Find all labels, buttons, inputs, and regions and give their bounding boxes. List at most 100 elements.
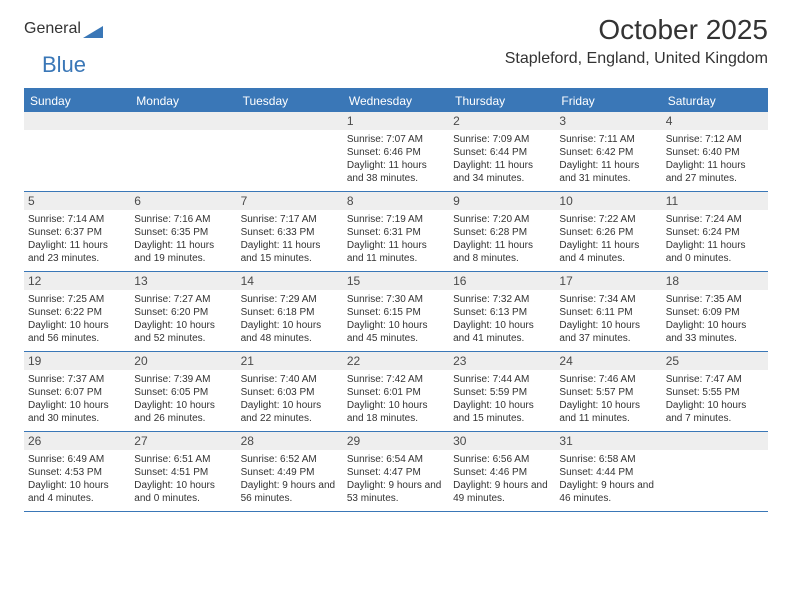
daylight-line: Daylight: 10 hours and 15 minutes.	[453, 399, 551, 425]
daylight-line: Daylight: 11 hours and 23 minutes.	[28, 239, 126, 265]
sunset-line: Sunset: 6:18 PM	[241, 306, 339, 319]
daylight-line: Daylight: 11 hours and 31 minutes.	[559, 159, 657, 185]
sunset-line: Sunset: 4:51 PM	[134, 466, 232, 479]
day-number: 18	[662, 272, 768, 290]
day-number: 8	[343, 192, 449, 210]
daylight-line: Daylight: 10 hours and 30 minutes.	[28, 399, 126, 425]
week-row: 12Sunrise: 7:25 AMSunset: 6:22 PMDayligh…	[24, 272, 768, 352]
sunset-line: Sunset: 5:59 PM	[453, 386, 551, 399]
day-number: 19	[24, 352, 130, 370]
sunrise-line: Sunrise: 7:22 AM	[559, 213, 657, 226]
day-cell	[24, 112, 130, 191]
sunrise-line: Sunrise: 7:44 AM	[453, 373, 551, 386]
day-cell: 2Sunrise: 7:09 AMSunset: 6:44 PMDaylight…	[449, 112, 555, 191]
day-cell	[662, 432, 768, 511]
day-number: 16	[449, 272, 555, 290]
day-cell: 22Sunrise: 7:42 AMSunset: 6:01 PMDayligh…	[343, 352, 449, 431]
daylight-line: Daylight: 10 hours and 52 minutes.	[134, 319, 232, 345]
daylight-line: Daylight: 11 hours and 15 minutes.	[241, 239, 339, 265]
daylight-line: Daylight: 10 hours and 22 minutes.	[241, 399, 339, 425]
weekday-header: Friday	[555, 90, 661, 112]
sunrise-line: Sunrise: 7:20 AM	[453, 213, 551, 226]
day-cell: 30Sunrise: 6:56 AMSunset: 4:46 PMDayligh…	[449, 432, 555, 511]
daylight-line: Daylight: 11 hours and 4 minutes.	[559, 239, 657, 265]
day-number: 21	[237, 352, 343, 370]
sunrise-line: Sunrise: 7:07 AM	[347, 133, 445, 146]
sunset-line: Sunset: 4:44 PM	[559, 466, 657, 479]
day-number: 13	[130, 272, 236, 290]
sunrise-line: Sunrise: 7:12 AM	[666, 133, 764, 146]
day-cell	[237, 112, 343, 191]
sunset-line: Sunset: 6:13 PM	[453, 306, 551, 319]
sunrise-line: Sunrise: 7:11 AM	[559, 133, 657, 146]
sunrise-line: Sunrise: 7:29 AM	[241, 293, 339, 306]
daylight-line: Daylight: 10 hours and 45 minutes.	[347, 319, 445, 345]
day-number: 11	[662, 192, 768, 210]
sunset-line: Sunset: 5:55 PM	[666, 386, 764, 399]
sunset-line: Sunset: 6:07 PM	[28, 386, 126, 399]
sunset-line: Sunset: 6:11 PM	[559, 306, 657, 319]
day-cell: 23Sunrise: 7:44 AMSunset: 5:59 PMDayligh…	[449, 352, 555, 431]
day-number: 9	[449, 192, 555, 210]
day-number: 31	[555, 432, 661, 450]
day-number: 17	[555, 272, 661, 290]
day-cell: 5Sunrise: 7:14 AMSunset: 6:37 PMDaylight…	[24, 192, 130, 271]
sunset-line: Sunset: 4:53 PM	[28, 466, 126, 479]
sunset-line: Sunset: 6:05 PM	[134, 386, 232, 399]
sunrise-line: Sunrise: 7:27 AM	[134, 293, 232, 306]
day-cell: 29Sunrise: 6:54 AMSunset: 4:47 PMDayligh…	[343, 432, 449, 511]
daylight-line: Daylight: 10 hours and 48 minutes.	[241, 319, 339, 345]
day-number: 1	[343, 112, 449, 130]
sunrise-line: Sunrise: 6:52 AM	[241, 453, 339, 466]
weekday-header: Wednesday	[343, 90, 449, 112]
day-cell: 6Sunrise: 7:16 AMSunset: 6:35 PMDaylight…	[130, 192, 236, 271]
sunset-line: Sunset: 6:26 PM	[559, 226, 657, 239]
day-number: 6	[130, 192, 236, 210]
sunrise-line: Sunrise: 7:09 AM	[453, 133, 551, 146]
weekday-header: Tuesday	[237, 90, 343, 112]
day-number: 20	[130, 352, 236, 370]
daylight-line: Daylight: 11 hours and 11 minutes.	[347, 239, 445, 265]
daylight-line: Daylight: 10 hours and 26 minutes.	[134, 399, 232, 425]
sunrise-line: Sunrise: 7:34 AM	[559, 293, 657, 306]
day-number: 22	[343, 352, 449, 370]
day-number-empty	[662, 432, 768, 450]
weekday-header: Saturday	[662, 90, 768, 112]
location-text: Stapleford, England, United Kingdom	[505, 50, 768, 68]
sunset-line: Sunset: 4:47 PM	[347, 466, 445, 479]
daylight-line: Daylight: 10 hours and 7 minutes.	[666, 399, 764, 425]
daylight-line: Daylight: 11 hours and 38 minutes.	[347, 159, 445, 185]
sunset-line: Sunset: 5:57 PM	[559, 386, 657, 399]
sunrise-line: Sunrise: 7:17 AM	[241, 213, 339, 226]
daylight-line: Daylight: 9 hours and 56 minutes.	[241, 479, 339, 505]
day-number-empty	[130, 112, 236, 130]
sunrise-line: Sunrise: 6:51 AM	[134, 453, 232, 466]
day-cell: 1 Sunrise: 7:07 AMSunset: 6:46 PMDaylight…	[343, 112, 449, 191]
week-row: 19Sunrise: 7:37 AMSunset: 6:07 PMDayligh…	[24, 352, 768, 432]
day-cell: 20 Sunrise: 7:39 AMSunset: 6:05 PMDayligh…	[130, 352, 236, 431]
day-cell: 21Sunrise: 7:40 AMSunset: 6:03 PMDayligh…	[237, 352, 343, 431]
day-cell: 10Sunrise: 7:22 AMSunset: 6:26 PMDayligh…	[555, 192, 661, 271]
page-title: October 2025	[505, 14, 768, 46]
day-cell: 18Sunrise: 7:35 AMSunset: 6:09 PMDayligh…	[662, 272, 768, 351]
sunrise-line: Sunrise: 7:25 AM	[28, 293, 126, 306]
day-number: 27	[130, 432, 236, 450]
sunset-line: Sunset: 6:46 PM	[347, 146, 445, 159]
sunrise-line: Sunrise: 6:58 AM	[559, 453, 657, 466]
sunset-line: Sunset: 6:40 PM	[666, 146, 764, 159]
day-number: 28	[237, 432, 343, 450]
day-cell: 28Sunrise: 6:52 AMSunset: 4:49 PMDayligh…	[237, 432, 343, 511]
sunset-line: Sunset: 6:42 PM	[559, 146, 657, 159]
day-cell: 13Sunrise: 7:27 AMSunset: 6:20 PMDayligh…	[130, 272, 236, 351]
daylight-line: Daylight: 10 hours and 37 minutes.	[559, 319, 657, 345]
day-cell: 27 Sunrise: 6:51 AMSunset: 4:51 PMDayligh…	[130, 432, 236, 511]
sunrise-line: Sunrise: 7:35 AM	[666, 293, 764, 306]
day-number: 29	[343, 432, 449, 450]
day-number: 5	[24, 192, 130, 210]
day-cell: 12Sunrise: 7:25 AMSunset: 6:22 PMDayligh…	[24, 272, 130, 351]
day-number: 26	[24, 432, 130, 450]
sunrise-line: Sunrise: 7:39 AM	[134, 373, 232, 386]
daylight-line: Daylight: 10 hours and 0 minutes.	[134, 479, 232, 505]
sunrise-line: Sunrise: 6:56 AM	[453, 453, 551, 466]
day-cell: 26Sunrise: 6:49 AMSunset: 4:53 PMDayligh…	[24, 432, 130, 511]
